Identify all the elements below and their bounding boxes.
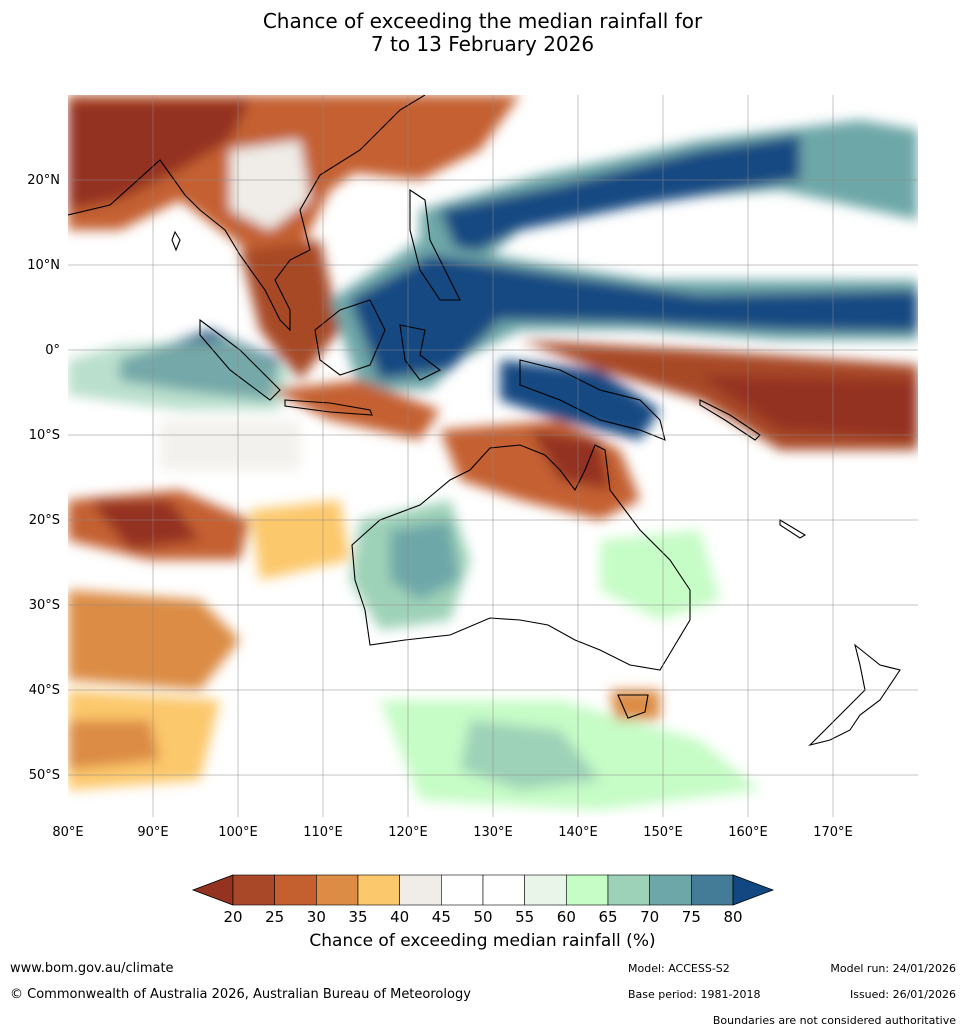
colorbar-tick-label: 65 [598, 908, 617, 926]
lat-label: 10°S [29, 428, 60, 443]
graticule [68, 95, 918, 817]
colorbar-high-arrow [732, 874, 775, 906]
colorbar-ticks: 20 25 30 35 40 45 50 55 60 65 70 75 80 [223, 908, 742, 926]
colorbar-cell [607, 874, 650, 906]
colorbar-cell [691, 874, 734, 906]
lon-label: 140°E [558, 825, 598, 840]
footer-model-run: Model run: 24/01/2026 [830, 962, 956, 975]
map-title: Chance of exceeding the median rainfall … [0, 10, 965, 56]
lon-label: 80°E [52, 825, 83, 840]
colorbar-tick-label: 20 [223, 908, 242, 926]
lon-label: 120°E [388, 825, 428, 840]
footer-website: www.bom.gov.au/climate [10, 961, 174, 976]
footer-issued: Issued: 26/01/2026 [849, 988, 956, 1001]
lon-label: 170°E [813, 825, 853, 840]
colorbar-low-arrow [191, 874, 234, 906]
colorbar-cell [399, 874, 442, 906]
colorbar-tick-label: 30 [307, 908, 326, 926]
lon-label: 90°E [137, 825, 168, 840]
lat-label: 50°S [29, 768, 60, 783]
colorbar-cells [232, 874, 734, 906]
colorbar: 20 25 30 35 40 45 50 55 60 65 70 75 80 [191, 874, 775, 926]
colorbar-cell [524, 874, 567, 906]
colorbar-cell [441, 874, 484, 906]
latitude-labels: 20°N 10°N 0° 10°S 20°S 30°S 40°S 50°S [27, 173, 60, 783]
colorbar-cell [232, 874, 275, 906]
lon-label: 130°E [473, 825, 513, 840]
colorbar-cell [274, 874, 317, 906]
colorbar-tick-label: 25 [265, 908, 284, 926]
footer-disclaimer: Boundaries are not considered authoritat… [712, 1014, 956, 1027]
longitude-labels: 80°E 90°E 100°E 110°E 120°E 130°E 140°E … [52, 825, 852, 840]
colorbar-cell [316, 874, 359, 906]
colorbar-tick-label: 45 [432, 908, 451, 926]
coastlines [68, 95, 901, 747]
colorbar-tick-label: 60 [557, 908, 576, 926]
colorbar-cell [357, 874, 400, 906]
colorbar-tick-label: 50 [473, 908, 492, 926]
footer-model: Model: ACCESS-S2 [628, 962, 730, 975]
footer-base-period: Base period: 1981-2018 [628, 988, 761, 1001]
colorbar-tick-label: 80 [723, 908, 742, 926]
lat-label: 30°S [29, 598, 60, 613]
lat-label: 10°N [27, 258, 60, 273]
lon-label: 110°E [303, 825, 343, 840]
title-line-1: Chance of exceeding the median rainfall … [262, 9, 703, 33]
lon-label: 100°E [218, 825, 258, 840]
colorbar-tick-label: 70 [640, 908, 659, 926]
colorbar-tick-label: 75 [682, 908, 701, 926]
colorbar-tick-label: 55 [515, 908, 534, 926]
lat-label: 20°S [29, 513, 60, 528]
colorbar-cell [649, 874, 692, 906]
lon-label: 160°E [728, 825, 768, 840]
lat-label: 20°N [27, 173, 60, 188]
footer-copyright: © Commonwealth of Australia 2026, Austra… [10, 987, 471, 1002]
title-line-2: 7 to 13 February 2026 [370, 32, 595, 56]
colorbar-tick-label: 40 [390, 908, 409, 926]
lat-label: 0° [45, 343, 60, 358]
colorbar-cell [566, 874, 609, 906]
colorbar-cell [482, 874, 525, 906]
colorbar-label: Chance of exceeding median rainfall (%) [309, 931, 656, 951]
lon-label: 150°E [643, 825, 683, 840]
lat-label: 40°S [29, 683, 60, 698]
colorbar-tick-label: 35 [348, 908, 367, 926]
